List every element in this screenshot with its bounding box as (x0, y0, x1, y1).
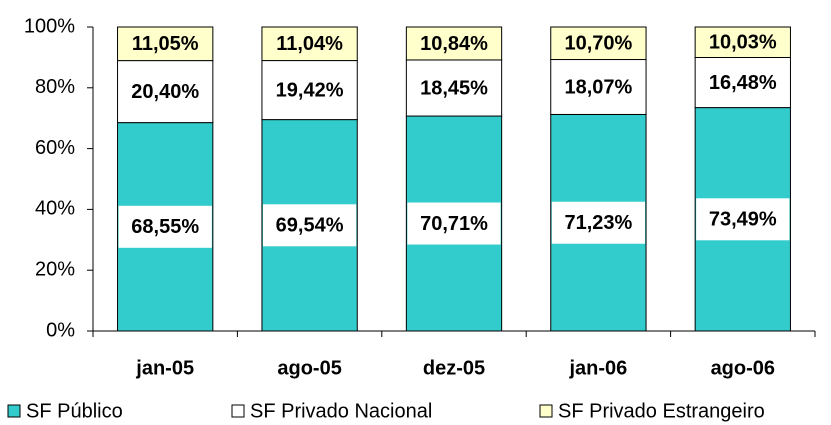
bar-segment (117, 26, 214, 62)
bar-segment (550, 26, 647, 61)
legend-label: SF Privado Nacional (250, 400, 432, 422)
data-label: 69,54% (276, 215, 344, 237)
data-label: 11,05% (132, 33, 199, 55)
bar-segment (405, 26, 503, 61)
x-tick-label: jan-05 (135, 357, 194, 379)
data-label: 16,48% (709, 72, 777, 94)
data-label: 18,45% (420, 77, 488, 99)
legend-label: SF Privado Estrangeiro (558, 400, 765, 422)
legend-label: SF Público (26, 400, 123, 422)
bar-segment (694, 26, 791, 58)
x-tick-label: ago-05 (277, 357, 341, 379)
y-tick-label: 20% (35, 258, 75, 280)
bar-segment (694, 56, 791, 109)
y-tick-label: 0% (46, 319, 75, 341)
bar-segment (117, 60, 214, 124)
data-label: 19,42% (276, 79, 344, 101)
x-tick-label: ago-06 (711, 357, 775, 379)
bar-segment (405, 59, 503, 117)
label-box (696, 198, 790, 241)
data-label: 10,70% (564, 33, 632, 55)
y-tick-label: 60% (35, 137, 75, 159)
label-box (407, 202, 501, 245)
data-label: 18,07% (564, 76, 632, 98)
data-label: 11,04% (276, 33, 343, 55)
data-label: 68,55% (131, 216, 199, 238)
data-label: 71,23% (564, 212, 632, 234)
y-tick-label: 100% (24, 15, 75, 37)
label-box (118, 205, 212, 248)
x-tick-label: dez-05 (423, 357, 485, 379)
data-label: 10,84% (420, 33, 488, 55)
bar-segment (261, 60, 358, 121)
y-tick-label: 80% (35, 76, 75, 98)
legend-swatch (7, 404, 21, 418)
x-tick-label: jan-06 (568, 357, 627, 379)
data-label: 70,71% (420, 213, 488, 235)
label-box (551, 201, 646, 244)
legend-swatch (539, 404, 553, 418)
data-label: 10,03% (709, 32, 777, 54)
bar-segment (261, 26, 358, 62)
label-box (262, 204, 357, 247)
legend-swatch (231, 404, 245, 418)
data-label: 73,49% (709, 209, 777, 231)
data-label: 20,40% (131, 81, 199, 103)
y-tick-label: 40% (35, 198, 75, 220)
